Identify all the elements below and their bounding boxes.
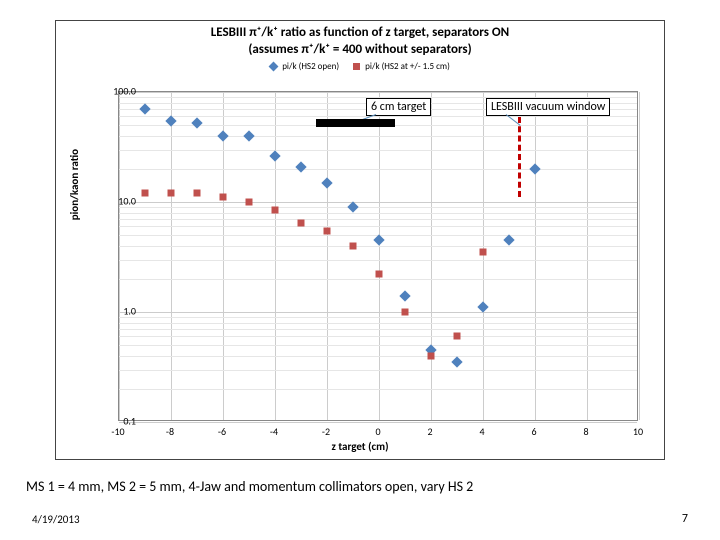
data-point-series1 — [347, 201, 358, 212]
data-point-series1 — [451, 356, 462, 367]
gridline-h-minor — [119, 150, 637, 151]
page-number: 7 — [682, 512, 688, 526]
gridline-h-minor — [119, 246, 637, 247]
data-point-series1 — [529, 163, 540, 174]
data-point-series1 — [321, 177, 332, 188]
gridline-v — [587, 92, 588, 420]
gridline-h-minor — [119, 207, 637, 208]
data-point-series2 — [142, 190, 149, 197]
x-tick-label: 10 — [633, 425, 643, 438]
gridline-h — [119, 202, 637, 203]
annotation-target-label: 6 cm target — [371, 100, 426, 114]
y-tick-label: 0.1 — [123, 415, 136, 428]
gridline-h-minor — [119, 356, 637, 357]
slide-date: 4/19/2013 — [32, 513, 80, 526]
data-point-series1 — [217, 130, 228, 141]
data-point-series1 — [191, 118, 202, 129]
data-point-series2 — [350, 242, 357, 249]
data-point-series1 — [243, 130, 254, 141]
square-icon — [353, 63, 360, 70]
legend-label-1: pi/k (HS2 open) — [282, 61, 339, 72]
gridline-h-minor — [119, 213, 637, 214]
data-point-series2 — [428, 352, 435, 359]
gridline-h-minor — [119, 389, 637, 390]
gridline-h-minor — [119, 260, 637, 261]
data-point-series1 — [295, 161, 306, 172]
gridline-h-minor — [119, 329, 637, 330]
gridline-h-minor — [119, 345, 637, 346]
gridline-v — [379, 92, 380, 420]
x-tick-label: -8 — [166, 425, 174, 438]
gridline-h-minor — [119, 370, 637, 371]
data-point-series2 — [272, 206, 279, 213]
plot-area — [118, 91, 638, 421]
gridline-v — [171, 92, 172, 420]
gridline-v — [275, 92, 276, 420]
data-point-series1 — [269, 151, 280, 162]
x-tick-label: -4 — [270, 425, 278, 438]
title-line2: (assumes π⁺/k⁺ = 400 without separators) — [248, 42, 471, 57]
gridline-h-minor — [119, 169, 637, 170]
gridline-h-minor — [119, 323, 637, 324]
x-tick-label: 0 — [375, 425, 380, 438]
gridline-v — [639, 92, 640, 420]
data-point-series1 — [373, 234, 384, 245]
data-point-series2 — [480, 249, 487, 256]
gridline-h-minor — [119, 226, 637, 227]
data-point-series2 — [454, 333, 461, 340]
gridline-h — [119, 92, 637, 93]
data-point-series2 — [324, 227, 331, 234]
gridline-h-minor — [119, 136, 637, 137]
data-point-series1 — [139, 103, 150, 114]
data-point-series1 — [399, 290, 410, 301]
chart-title: LESBIII π⁺/k⁺ ratio as function of z tar… — [56, 21, 664, 61]
diamond-icon — [269, 62, 279, 72]
gridline-h-minor — [119, 219, 637, 220]
data-point-series2 — [194, 190, 201, 197]
legend-label-2: pi/k (HS2 at +/- 1.5 cm) — [365, 61, 450, 72]
data-point-series1 — [503, 234, 514, 245]
x-tick-label: 4 — [479, 425, 484, 438]
y-tick-label: 1.0 — [123, 305, 136, 318]
y-tick-label: 100.0 — [113, 85, 136, 98]
gridline-v — [327, 92, 328, 420]
gridline-v — [119, 92, 120, 420]
x-tick-label: 8 — [583, 425, 588, 438]
data-point-series2 — [298, 219, 305, 226]
data-point-series2 — [168, 190, 175, 197]
y-tick-label: 10.0 — [118, 195, 136, 208]
gridline-h-minor — [119, 336, 637, 337]
target-bar — [316, 119, 395, 127]
annotation-vacuum-label: LESBIII vacuum window — [491, 100, 605, 114]
x-tick-label: -2 — [322, 425, 330, 438]
title-line1: LESBIII π⁺/k⁺ ratio as function of z tar… — [211, 25, 510, 40]
gridline-v — [431, 92, 432, 420]
legend-item-2: pi/k (HS2 at +/- 1.5 cm) — [353, 61, 450, 72]
x-tick-label: 6 — [531, 425, 536, 438]
legend-item-1: pi/k (HS2 open) — [270, 61, 339, 72]
y-axis-label: pion/kaon ratio — [68, 149, 81, 220]
data-point-series2 — [246, 199, 253, 206]
data-point-series2 — [376, 271, 383, 278]
gridline-v — [535, 92, 536, 420]
gridline-h-minor — [119, 317, 637, 318]
x-tick-label: -6 — [218, 425, 226, 438]
footer-note: MS 1 = 4 mm, MS 2 = 5 mm, 4-Jaw and mome… — [26, 478, 473, 495]
gridline-h — [119, 422, 637, 423]
chart-frame: LESBIII π⁺/k⁺ ratio as function of z tar… — [55, 20, 665, 460]
x-tick-label: 2 — [427, 425, 432, 438]
x-axis-label: z target (cm) — [56, 440, 664, 453]
legend: pi/k (HS2 open) pi/k (HS2 at +/- 1.5 cm) — [56, 61, 664, 78]
data-point-series2 — [402, 309, 409, 316]
data-point-series2 — [220, 194, 227, 201]
annotation-vacuum: LESBIII vacuum window — [486, 98, 610, 116]
gridline-v — [483, 92, 484, 420]
gridline-h — [119, 312, 637, 313]
gridline-h-minor — [119, 279, 637, 280]
vacuum-window-line — [518, 117, 521, 197]
